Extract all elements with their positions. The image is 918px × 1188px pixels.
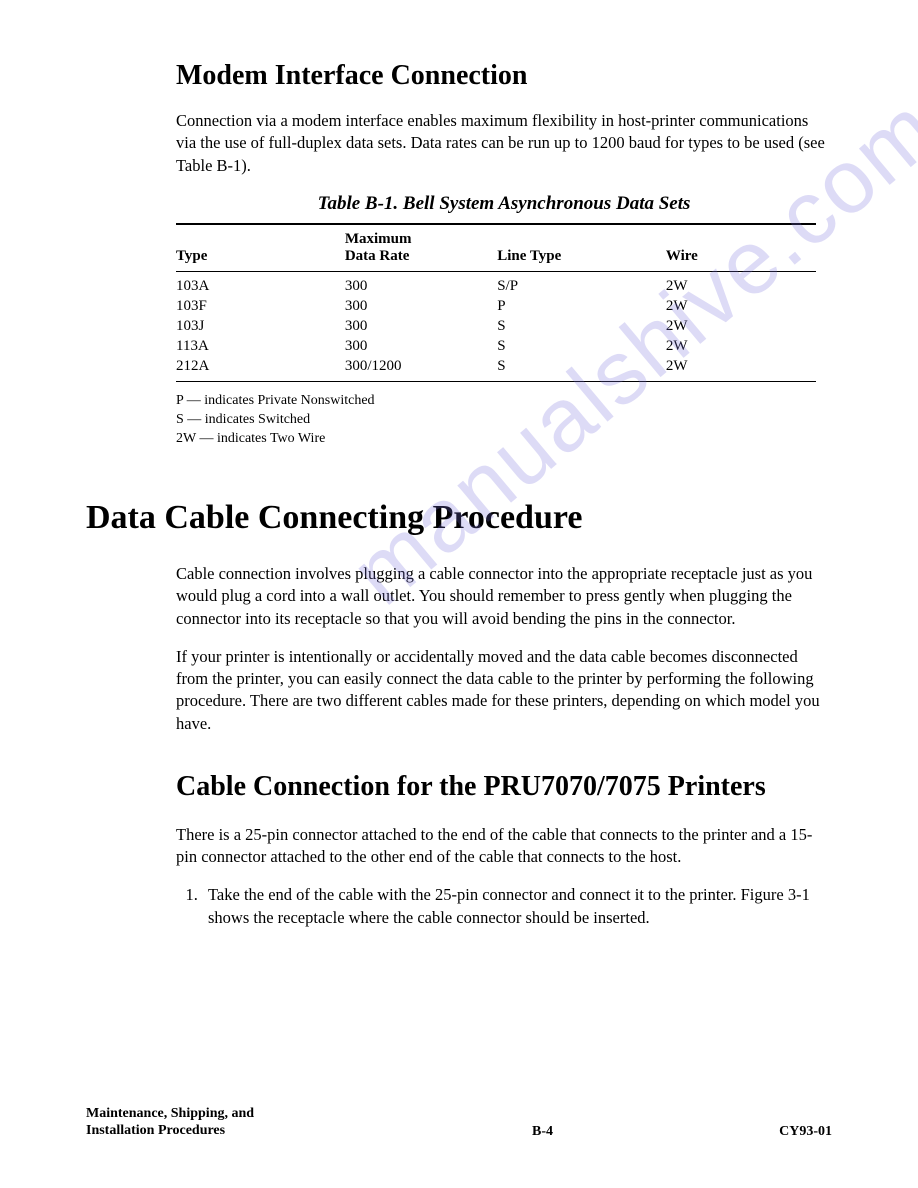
- col-wire: Wire: [666, 224, 816, 272]
- cell: 2W: [666, 272, 816, 297]
- footer-doc-id: CY93-01: [779, 1124, 832, 1140]
- cell: S: [497, 357, 666, 382]
- table-b1: Type MaximumData Rate Line Type Wire 103…: [176, 223, 832, 383]
- cell: 300: [345, 317, 497, 337]
- col-data-rate-l2: Data Rate: [345, 248, 410, 264]
- table-row: 113A 300 S 2W: [176, 337, 816, 357]
- col-data-rate-l1: Maximum: [345, 231, 412, 247]
- para-pru7070: There is a 25-pin connector attached to …: [176, 824, 832, 869]
- cell: 300: [345, 272, 497, 297]
- cell: 2W: [666, 317, 816, 337]
- page-footer: Maintenance, Shipping, and Installation …: [86, 1106, 832, 1140]
- table-row: 103J 300 S 2W: [176, 317, 816, 337]
- cell: 212A: [176, 357, 345, 382]
- cell: P: [497, 297, 666, 317]
- legend-line: 2W — indicates Two Wire: [176, 430, 832, 449]
- heading-data-cable-procedure: Data Cable Connecting Procedure: [86, 499, 832, 537]
- table-header-row: Type MaximumData Rate Line Type Wire: [176, 224, 816, 272]
- cell: S/P: [497, 272, 666, 297]
- table-row: 103F 300 P 2W: [176, 297, 816, 317]
- para-cable-2: If your printer is intentionally or acci…: [176, 646, 832, 735]
- table-caption: Table B-1. Bell System Asynchronous Data…: [176, 193, 832, 215]
- cell: 113A: [176, 337, 345, 357]
- para-modem-intro: Connection via a modem interface enables…: [176, 110, 832, 177]
- cell: 2W: [666, 337, 816, 357]
- legend-line: P — indicates Private Nonswitched: [176, 392, 832, 411]
- page: manualshive.com Modem Interface Connecti…: [0, 0, 918, 985]
- footer-page-number: B-4: [532, 1124, 553, 1140]
- table-row: 212A 300/1200 S 2W: [176, 357, 816, 382]
- heading-pru7070: Cable Connection for the PRU7070/7075 Pr…: [176, 769, 832, 804]
- col-type: Type: [176, 224, 345, 272]
- cell: 103F: [176, 297, 345, 317]
- cell: S: [497, 317, 666, 337]
- cell: 2W: [666, 297, 816, 317]
- col-data-rate: MaximumData Rate: [345, 224, 497, 272]
- table-legend: P — indicates Private Nonswitched S — in…: [176, 392, 832, 449]
- cell: 300/1200: [345, 357, 497, 382]
- step-list: Take the end of the cable with the 25-pi…: [176, 884, 832, 929]
- cell: 300: [345, 297, 497, 317]
- cell: 103J: [176, 317, 345, 337]
- step-1: Take the end of the cable with the 25-pi…: [202, 884, 832, 929]
- cell: 103A: [176, 272, 345, 297]
- para-cable-1: Cable connection involves plugging a cab…: [176, 563, 832, 630]
- cell: 300: [345, 337, 497, 357]
- footer-left: Maintenance, Shipping, and Installation …: [86, 1106, 306, 1140]
- table-row: 103A 300 S/P 2W: [176, 272, 816, 297]
- heading-modem-interface: Modem Interface Connection: [176, 60, 832, 92]
- cell: S: [497, 337, 666, 357]
- col-line-type: Line Type: [497, 224, 666, 272]
- legend-line: S — indicates Switched: [176, 411, 832, 430]
- cell: 2W: [666, 357, 816, 382]
